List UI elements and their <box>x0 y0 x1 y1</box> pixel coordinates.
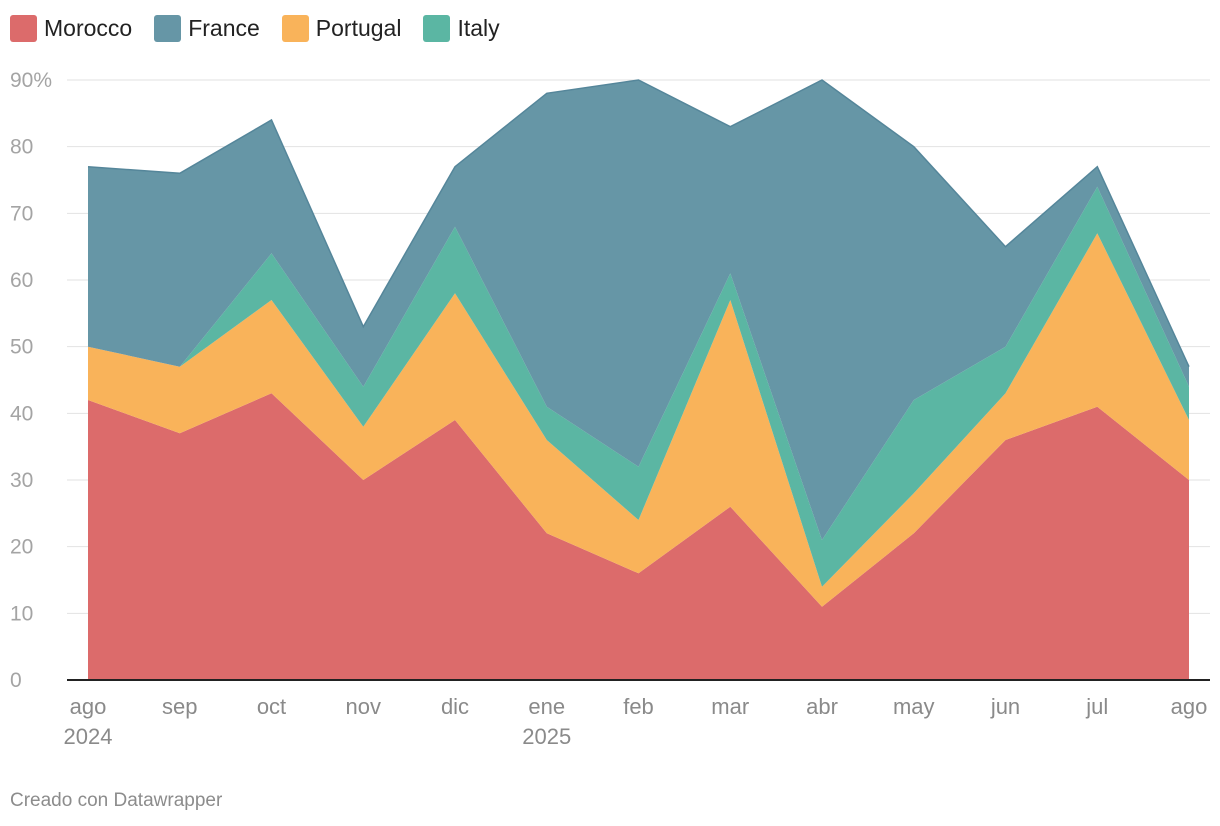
y-tick-label: 90% <box>10 69 52 92</box>
x-tick-label: nov <box>346 694 381 719</box>
y-tick-label: 30 <box>10 469 33 492</box>
y-tick-label: 80 <box>10 136 33 159</box>
legend-swatch <box>423 14 451 42</box>
y-tick-label: 70 <box>10 202 33 225</box>
y-tick-label: 0 <box>10 669 22 692</box>
chart-legend: Morocco France Portugal Italy <box>10 10 522 46</box>
area-france-outline <box>87 79 1190 368</box>
x-tick-label: ago <box>1171 694 1208 719</box>
x-tick-label: ene <box>528 694 565 719</box>
y-tick-label: 10 <box>10 602 33 625</box>
x-tick-label: feb <box>623 694 654 719</box>
legend-swatch <box>10 14 37 42</box>
legend-label: Morocco <box>44 14 133 41</box>
x-tick-label: mar <box>711 694 749 719</box>
x-tick-label: ago <box>70 694 107 719</box>
legend-label: Portugal <box>315 14 402 41</box>
x-tick-label: sep <box>162 694 197 719</box>
x-tick-label: oct <box>257 694 286 719</box>
axes: 0 10 20 30 40 50 60 70 80 90% ago 2024 sep oct nov dic e… <box>10 69 1210 749</box>
area-italy <box>88 186 1189 587</box>
area-france <box>88 80 1189 540</box>
legend-swatch <box>154 14 182 42</box>
legend-item-france: France <box>154 14 260 42</box>
legend-item-morocco: Morocco <box>10 14 133 42</box>
x-tick-label: dic <box>441 694 469 719</box>
y-tick-label: 50 <box>10 336 33 359</box>
x-tick-label: may <box>893 694 935 719</box>
x-tick-year-label: 2025 <box>522 724 571 749</box>
y-tick-label: 60 <box>10 269 33 292</box>
legend-item-italy: Italy <box>423 14 500 42</box>
stacked-areas <box>87 79 1190 680</box>
legend-label: Italy <box>457 14 500 41</box>
legend-swatch <box>281 14 309 42</box>
legend-item-portugal: Portugal <box>281 14 402 42</box>
legend-label: France <box>188 14 260 41</box>
y-tick-label: 20 <box>10 536 33 559</box>
y-tick-label: 40 <box>10 402 33 425</box>
area-portugal <box>88 233 1189 607</box>
credit-text: Creado con Datawrapper <box>10 790 223 811</box>
x-tick-label: jun <box>990 694 1020 719</box>
x-tick-label: abr <box>806 694 838 719</box>
x-tick-label: jul <box>1085 694 1108 719</box>
x-tick-year-label: 2024 <box>64 724 113 749</box>
area-morocco <box>88 393 1189 680</box>
